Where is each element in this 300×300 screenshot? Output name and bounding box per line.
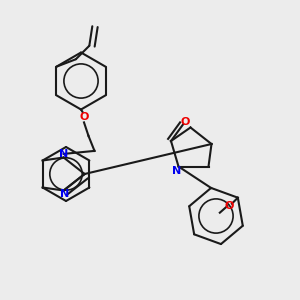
Text: N: N	[61, 189, 70, 199]
Text: N: N	[59, 149, 68, 159]
Text: N: N	[172, 166, 182, 176]
Text: O: O	[224, 201, 233, 211]
Text: O: O	[181, 117, 190, 127]
Text: O: O	[79, 112, 89, 122]
